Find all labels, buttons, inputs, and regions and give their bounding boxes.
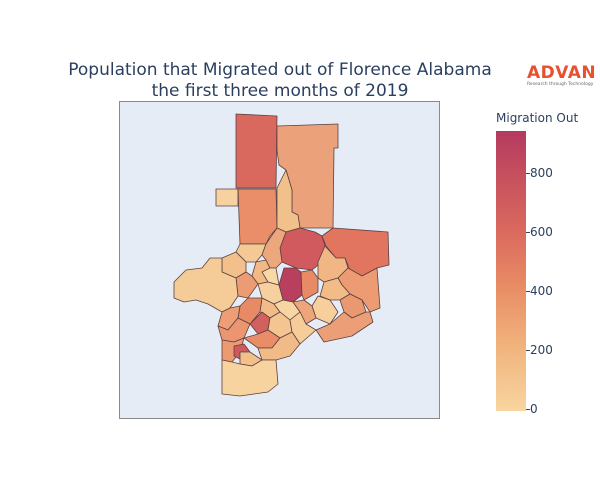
region-south xyxy=(221,359,279,397)
region-southeast xyxy=(315,311,374,343)
colorbar-tick-0: 0 xyxy=(530,402,538,416)
title-line-1: Population that Migrated out of Florence… xyxy=(68,60,492,80)
region-east-of-center xyxy=(300,269,319,301)
colorbar-title: Migration Out xyxy=(496,111,579,125)
colorbar-tick-400: 400 xyxy=(530,284,553,298)
colorbar-tick-600: 600 xyxy=(530,225,553,239)
logo-brand: ADVAN xyxy=(527,63,597,83)
region-north-tall xyxy=(235,113,278,189)
logo-tagline: Research through Technology xyxy=(527,82,594,87)
colorbar-tickmark-400 xyxy=(526,291,530,292)
region-west-mid xyxy=(237,188,278,245)
colorbar-tick-800: 800 xyxy=(530,166,553,180)
region-far-west xyxy=(173,257,239,313)
colorbar-tickmark-200 xyxy=(526,350,530,351)
colorbar-tickmark-800 xyxy=(526,173,530,174)
region-west-d xyxy=(261,227,287,269)
region-west-small xyxy=(215,188,239,207)
advan-logo: ADVAN Research through Technology xyxy=(527,64,597,88)
chart-title: Population that Migrated out of Florence… xyxy=(0,60,560,102)
region-central-pale xyxy=(261,267,280,286)
colorbar xyxy=(496,131,526,411)
title-line-2: the first three months of 2019 xyxy=(151,81,409,101)
colorbar-tickmark-0 xyxy=(526,409,530,410)
colorbar-tickmark-600 xyxy=(526,232,530,233)
colorbar-tick-200: 200 xyxy=(530,343,553,357)
